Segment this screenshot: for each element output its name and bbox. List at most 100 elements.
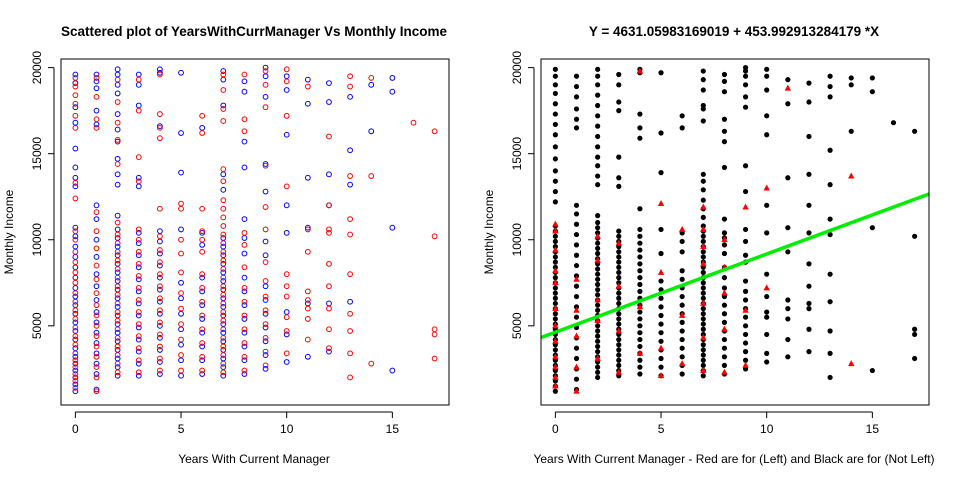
data-point: [347, 83, 353, 90]
data-point: [72, 388, 79, 395]
data-point: [72, 353, 79, 360]
x-tick-label: 15: [386, 422, 400, 436]
data-point: [114, 76, 121, 83]
data-point: [573, 376, 580, 382]
data-point: [283, 112, 290, 119]
data-point: [135, 236, 142, 243]
data-point: [637, 275, 643, 281]
data-point: [700, 362, 706, 369]
data-point: [326, 80, 332, 86]
data-point: [283, 87, 290, 93]
data-point: [178, 352, 184, 358]
data-point: [114, 111, 121, 117]
data-point: [721, 362, 728, 369]
data-point: [827, 216, 833, 222]
data-point: [637, 330, 643, 336]
data-point: [72, 364, 79, 371]
data-point: [742, 278, 749, 284]
data-point: [262, 73, 269, 80]
left-x-axis-label: Years With Current Manager: [178, 452, 330, 466]
data-point: [199, 242, 206, 248]
data-point-triangle: [742, 306, 749, 313]
data-point: [114, 155, 121, 162]
data-point: [700, 352, 706, 358]
data-point: [700, 290, 706, 296]
data-point: [764, 331, 770, 338]
data-point: [326, 229, 332, 236]
right-chart-title: Y = 4631.05983169019 + 453.992913284179 …: [589, 24, 879, 39]
data-point: [848, 128, 854, 134]
left-y-axis-label: Monthly Income: [2, 189, 16, 274]
data-point: [72, 224, 79, 231]
data-point: [220, 178, 227, 185]
data-point: [114, 326, 121, 333]
data-point: [199, 205, 206, 212]
data-point: [326, 300, 332, 307]
data-point: [679, 302, 685, 308]
data-point: [241, 116, 248, 123]
data-point: [658, 338, 664, 344]
data-point: [157, 319, 163, 326]
data-point: [700, 280, 706, 286]
data-point: [658, 170, 664, 176]
data-point: [616, 295, 622, 301]
data-point: [220, 309, 227, 315]
data-point: [616, 154, 622, 160]
data-point: [135, 174, 142, 181]
data-point: [552, 90, 558, 97]
data-point-triangle: [657, 268, 665, 275]
data-point: [658, 321, 664, 327]
data-point: [764, 314, 770, 320]
x-tick-label: 10: [760, 422, 774, 436]
data-point: [912, 326, 918, 332]
data-point: [764, 202, 770, 208]
data-point: [637, 233, 643, 239]
data-point: [742, 349, 749, 355]
data-point: [220, 257, 227, 264]
data-point: [595, 213, 601, 219]
data-point: [241, 88, 248, 95]
data-point: [220, 102, 227, 109]
data-point: [721, 164, 728, 171]
data-point-triangle: [678, 360, 686, 367]
data-point: [199, 248, 206, 255]
data-point: [616, 362, 622, 369]
data-point: [304, 100, 311, 107]
data-point: [827, 350, 833, 356]
data-point: [595, 343, 601, 350]
data-point: [114, 352, 121, 358]
data-point: [552, 144, 558, 150]
left-axes: 0 5 10 15 5000 10000 15000 20000: [30, 51, 399, 436]
data-point: [72, 164, 79, 171]
data-point: [764, 73, 770, 79]
left-plot-points: [72, 64, 438, 395]
data-point: [637, 343, 643, 350]
data-point: [785, 225, 791, 231]
data-point: [742, 188, 749, 195]
data-point: [700, 197, 706, 203]
data-point: [262, 352, 269, 358]
data-point: [93, 271, 100, 278]
data-point: [389, 88, 396, 95]
data-point: [573, 314, 580, 320]
data-point: [114, 219, 121, 226]
data-point: [637, 288, 643, 294]
data-point: [72, 264, 79, 271]
data-point: [552, 347, 558, 353]
data-point: [431, 355, 438, 362]
data-point: [157, 286, 163, 293]
data-point: [93, 302, 100, 309]
data-point: [241, 340, 248, 346]
data-point: [262, 297, 269, 303]
data-point: [93, 71, 100, 78]
data-point: [114, 334, 121, 341]
data-point: [157, 259, 163, 266]
data-point: [199, 274, 206, 281]
data-point: [283, 73, 290, 80]
data-point: [573, 345, 580, 351]
data-point: [326, 133, 332, 140]
data-point: [72, 269, 79, 276]
data-point: [679, 336, 685, 343]
data-point-triangle: [721, 236, 728, 243]
data-point: [283, 229, 290, 236]
